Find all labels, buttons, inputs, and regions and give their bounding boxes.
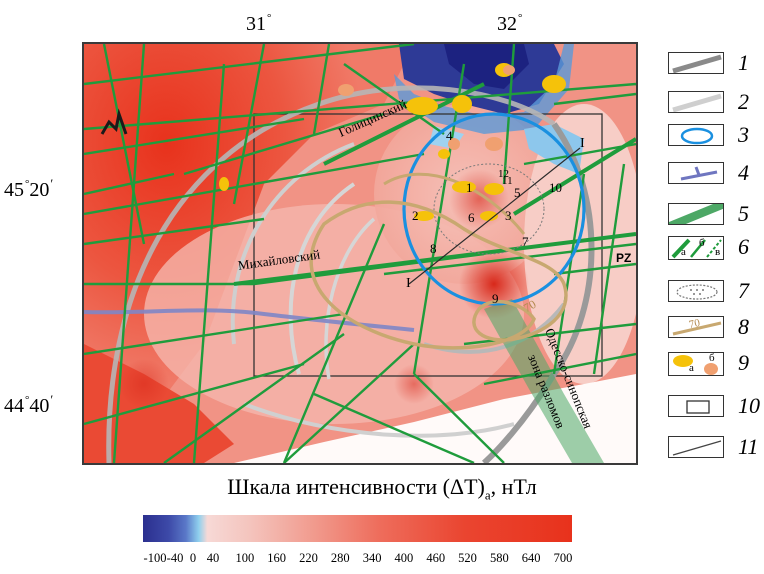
anomaly-number: 2 [412, 208, 419, 223]
legend-item-2: 2 [668, 91, 760, 117]
scale-tick-label: 100 [235, 551, 255, 565]
field-hotspot-s [394, 364, 434, 404]
legend-item-4: 4 [668, 162, 760, 188]
gray-arc-outer [106, 85, 556, 463]
blue-ellipse-contour [402, 112, 586, 306]
legend-swatch-light-gray-line [668, 91, 724, 113]
legend-item-1: 1 [668, 52, 760, 78]
magnetic-anomaly-map: Голицинский Михайловский Одесско-синопск… [82, 42, 638, 465]
negative-anomaly-east [524, 124, 584, 174]
legend-number: 7 [738, 278, 749, 303]
scale-tick-label: 220 [299, 551, 318, 565]
legend-swatch-profile-line [668, 436, 724, 458]
scale-tick-label: 520 [458, 551, 477, 565]
legend-sub-a: а [689, 362, 694, 374]
scale-title: Шкала интенсивности (ΔT)a, нТл [0, 474, 764, 503]
scale-title-text: Шкала интенсивности (ΔT) [227, 474, 485, 499]
legend-number: 6 [738, 234, 749, 259]
scale-tick-label: 280 [330, 551, 350, 565]
scale-title-unit: , нТл [490, 474, 537, 499]
scale-tick-label: 700 [553, 551, 573, 565]
legend-swatch-dark-gray-line [668, 52, 724, 74]
scale-tick-label: 160 [267, 551, 286, 565]
legend-swatch-isoline: 70 [668, 316, 724, 338]
isoline-70-inner [383, 172, 526, 235]
scale-tick-label: 340 [362, 551, 382, 565]
legend-sub-a: а [681, 246, 686, 258]
legend-number: 4 [738, 160, 749, 185]
negative-anomaly-north-inner [444, 44, 529, 89]
anomaly-number: 9 [492, 291, 499, 306]
legend-swatch-green-band [668, 203, 724, 225]
legend-item-6: а б в 6 [668, 236, 760, 262]
scale-tick-label: 400 [394, 551, 414, 565]
gray-arc-bottom [243, 402, 515, 438]
legend-swatch-blue-ellipse [668, 124, 724, 146]
legend-swatch-dotted-ellipse [668, 280, 724, 302]
fault-lines [84, 44, 636, 463]
legend-number: 3 [738, 122, 749, 147]
scale-tick-label: -100 [143, 551, 167, 565]
east-fault [512, 137, 636, 216]
legend-number: 8 [738, 314, 749, 339]
legend-item-9: а б 9 [668, 352, 760, 378]
anomaly-number: 3 [505, 208, 512, 223]
legend-number: 5 [738, 201, 749, 226]
field-hotspot-sw [119, 359, 169, 409]
gray-arc-inner [288, 182, 356, 375]
legend-sub-c: в [715, 246, 721, 258]
legend-number: 1 [738, 50, 749, 75]
blue-gray-line [84, 308, 415, 332]
legend-number: 10 [738, 393, 760, 418]
anomaly-number: 8 [430, 241, 437, 256]
intensity-color-bar [143, 515, 572, 542]
field-east-pale [524, 104, 636, 384]
dotted-ellipse [433, 163, 545, 255]
anomaly-number: 6 [468, 210, 475, 225]
anomaly-number: 7 [522, 234, 529, 249]
label-pz: PZ [616, 251, 632, 265]
anomaly-number: 10 [549, 180, 562, 195]
label-profile-end-b: I [580, 136, 585, 151]
anomaly-number: 11 [502, 175, 513, 187]
legend-item-8: 70 8 [668, 316, 760, 342]
anomaly-number: 1 [466, 180, 473, 195]
legend-sub-b: б [699, 237, 705, 249]
isoline-70 [309, 200, 568, 350]
scale-tick-label: 580 [489, 551, 509, 565]
legend-item-3: 3 [668, 124, 760, 150]
legend-swatch-anomalies: а б [668, 352, 724, 376]
legend-item-11: 11 [668, 436, 760, 462]
legend-swatch-fault-lines: а б в [668, 236, 724, 260]
latitude-44-40-label: 44°40′ [4, 392, 54, 417]
latitude-45-20-label: 45°20′ [4, 176, 54, 201]
legend-item-5: 5 [668, 203, 760, 229]
legend-isoline-value: 70 [687, 316, 702, 332]
legend-number: 9 [738, 350, 749, 375]
scale-tick-label: 460 [426, 551, 446, 565]
scale-title-sub: a [484, 487, 491, 503]
anomaly-number: 4 [446, 128, 453, 143]
longitude-31-label: 31° [246, 12, 272, 35]
dark-track [100, 108, 128, 135]
scale-tick-label: 0 [189, 551, 197, 565]
legend-sub-b: б [709, 352, 715, 364]
profile-line [408, 147, 581, 285]
label-profile-end-a: I [406, 276, 411, 291]
anomaly-number: 12 [498, 168, 509, 180]
scale-tick-label: -40 [166, 551, 184, 565]
longitude-32-label: 32° [497, 12, 523, 35]
legend-item-10: 10 [668, 395, 760, 421]
legend-swatch-rectangle [668, 395, 724, 417]
orange-anomalies [338, 65, 515, 151]
scale-tick-label: 40 [206, 551, 220, 565]
legend-number: 11 [738, 434, 759, 459]
legend-number: 2 [738, 89, 749, 114]
legend-swatch-blue-line-symbol [668, 162, 724, 184]
scale-tick-label: 640 [521, 551, 541, 565]
legend-item-7: 7 [668, 280, 760, 306]
anomaly-number: 5 [514, 185, 521, 200]
mikhailovsky-fault [233, 232, 636, 286]
